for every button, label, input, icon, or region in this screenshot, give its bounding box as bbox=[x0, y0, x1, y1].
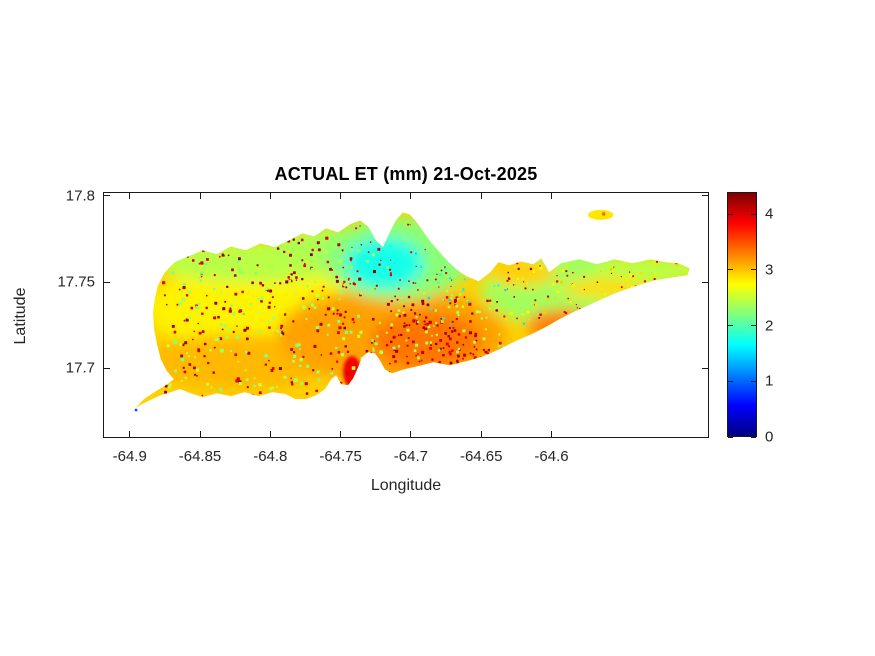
plot-axes-box bbox=[103, 192, 709, 438]
isolated-dot bbox=[134, 408, 138, 412]
colorbar-tick-mark-right bbox=[751, 269, 756, 271]
x-tick-mark bbox=[129, 431, 131, 437]
y-tick-label: 17.8 bbox=[65, 187, 95, 205]
y-tick-mark bbox=[104, 281, 110, 283]
colorbar bbox=[727, 192, 757, 437]
x-tick-label: -64.85 bbox=[178, 448, 222, 465]
y-axis-label-text: Latitude bbox=[12, 287, 29, 345]
y-tick-mark-right bbox=[702, 195, 708, 197]
colorbar-tick-mark-right bbox=[751, 380, 756, 382]
x-tick-mark bbox=[199, 431, 201, 437]
colorbar-tick-mark-left bbox=[728, 269, 733, 271]
colorbar-tick-mark-left bbox=[728, 436, 733, 438]
x-tick-mark bbox=[269, 431, 271, 437]
x-tick-label: -64.6 bbox=[534, 448, 569, 465]
offshore-islet-hot-spot bbox=[601, 212, 606, 216]
colorbar-tick-mark-right bbox=[751, 325, 756, 327]
x-tick-label: -64.9 bbox=[112, 448, 147, 465]
colorbar-tick-label: 4 bbox=[765, 205, 774, 223]
x-tick-mark-top bbox=[129, 193, 131, 199]
colorbar-tick-mark-right bbox=[751, 213, 756, 215]
x-tick-mark bbox=[480, 431, 482, 437]
et-heatmap-map bbox=[134, 209, 690, 412]
x-axis-label: Longitude bbox=[370, 477, 442, 494]
x-tick-mark-top bbox=[269, 193, 271, 199]
offshore-islet bbox=[588, 209, 614, 220]
y-tick-mark-right bbox=[702, 281, 708, 283]
x-tick-mark-top bbox=[480, 193, 482, 199]
y-tick-mark bbox=[104, 195, 110, 197]
y-tick-label: 17.75 bbox=[57, 273, 95, 291]
colorbar-tick-mark-left bbox=[728, 380, 733, 382]
x-tick-label: -64.8 bbox=[253, 448, 288, 465]
colorbar-tick-mark-left bbox=[728, 213, 733, 215]
x-tick-mark bbox=[410, 431, 412, 437]
colorbar-tick-mark-right bbox=[751, 436, 756, 438]
x-tick-mark-top bbox=[551, 193, 553, 199]
y-tick-mark-right bbox=[702, 367, 708, 369]
x-tick-mark-top bbox=[410, 193, 412, 199]
colorbar-tick-label: 0 bbox=[765, 428, 774, 446]
x-tick-label: -64.65 bbox=[459, 448, 503, 465]
colorbar-tick-label: 3 bbox=[765, 261, 774, 279]
x-tick-mark-top bbox=[199, 193, 201, 199]
chart-title: ACTUAL ET (mm) 21-Oct-2025 bbox=[274, 164, 538, 184]
x-tick-mark bbox=[551, 431, 553, 437]
colorbar-tick-label: 1 bbox=[765, 372, 774, 390]
colorbar-tick-label: 2 bbox=[765, 317, 774, 335]
colorbar-tick-mark-left bbox=[728, 325, 733, 327]
y-tick-mark bbox=[104, 367, 110, 369]
x-tick-mark-top bbox=[340, 193, 342, 199]
x-tick-mark bbox=[340, 431, 342, 437]
x-tick-label: -64.75 bbox=[319, 448, 362, 465]
y-tick-label: 17.7 bbox=[65, 359, 95, 377]
x-tick-label: -64.7 bbox=[393, 448, 429, 465]
